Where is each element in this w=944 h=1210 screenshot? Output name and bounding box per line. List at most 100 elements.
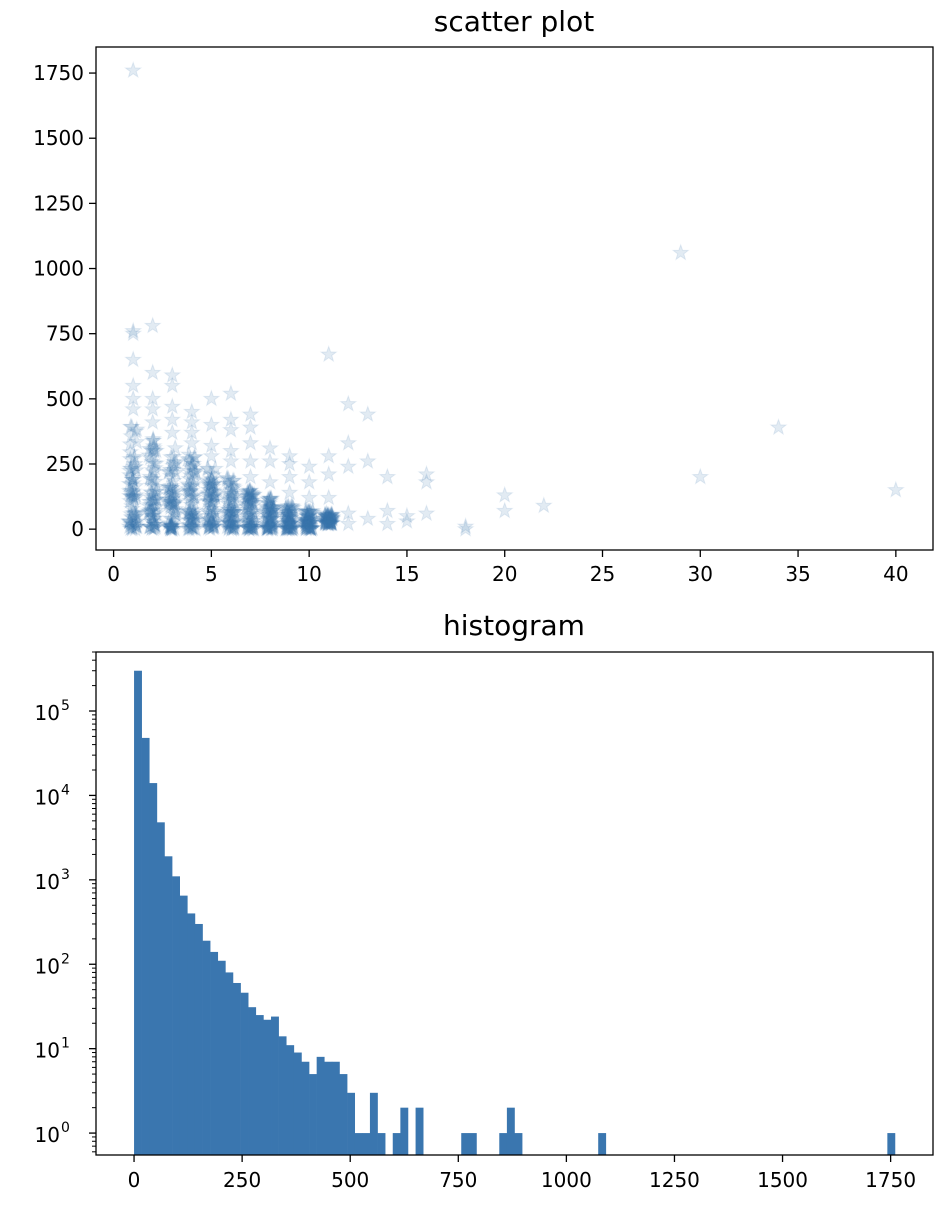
scatter-point (315, 512, 334, 531)
scatter-point (319, 513, 338, 531)
scatter-point (258, 512, 277, 530)
scatter-point (264, 513, 283, 532)
scatter-point (162, 515, 181, 534)
scatter-point (280, 514, 299, 532)
scatter-point (320, 512, 339, 530)
scatter-point (199, 483, 218, 501)
scatter-point (238, 510, 257, 529)
scatter-point (203, 517, 222, 536)
scatter-point (124, 489, 143, 508)
scatter-point (201, 496, 220, 515)
scatter-point (282, 509, 302, 528)
histogram-bar (134, 670, 142, 1155)
scatter-point (143, 363, 162, 381)
scatter-point (321, 507, 340, 525)
scatter-point (126, 504, 145, 522)
scatter-point (277, 519, 296, 537)
scatter-point (142, 512, 161, 530)
scatter-point (122, 517, 142, 536)
scatter-point (283, 519, 302, 537)
histogram-bar (286, 1045, 295, 1155)
scatter-point (322, 505, 341, 524)
scatter-point (280, 518, 299, 536)
scatter-point (221, 484, 240, 502)
scatter-point (321, 512, 340, 530)
scatter-point (241, 517, 260, 535)
scatter-point (264, 500, 283, 519)
scatter-point (297, 506, 316, 525)
scatter-point (244, 511, 263, 529)
scatter-point (277, 505, 296, 523)
scatter-point (243, 502, 263, 520)
scatter-point (204, 514, 223, 532)
scatter-point (140, 492, 159, 510)
scatter-point (238, 482, 257, 500)
scatter-point (237, 518, 256, 536)
scatter-point (203, 506, 222, 524)
scatter-point (243, 516, 262, 535)
scatter-point (323, 507, 342, 526)
scatter-plot-title: scatter plot (434, 5, 594, 38)
scatter-point (124, 487, 143, 505)
scatter-point (221, 513, 240, 532)
scatter-point (144, 436, 163, 455)
scatter-point (178, 479, 198, 497)
scatter-point (258, 503, 277, 521)
scatter-point (144, 505, 163, 524)
scatter-point (277, 497, 296, 515)
scatter-point (299, 515, 318, 534)
scatter-point (202, 470, 221, 488)
scatter-point (122, 499, 142, 517)
scatter-point (315, 505, 335, 523)
scatter-point (263, 519, 282, 537)
scatter-point (220, 514, 239, 532)
scatter-point (202, 493, 221, 512)
scatter-point (263, 501, 282, 519)
scatter-point (124, 60, 143, 79)
scatter-point (222, 480, 241, 498)
scatter-point (281, 507, 301, 526)
scatter-point (284, 498, 303, 516)
scatter-point (239, 498, 258, 516)
scatter-point (141, 500, 160, 518)
scatter-point (222, 518, 242, 536)
scatter-point (280, 454, 299, 472)
scatter-point (243, 518, 262, 536)
scatter-point (200, 503, 219, 522)
scatter-point (282, 514, 301, 532)
scatter-point (218, 517, 237, 535)
scatter-point (185, 518, 204, 537)
scatter-point (145, 438, 164, 456)
scatter-point (303, 503, 322, 521)
scatter-point (278, 511, 298, 529)
scatter-point (299, 506, 318, 524)
scatter-point (180, 518, 199, 536)
histogram-bar (499, 1133, 508, 1155)
scatter-point (225, 512, 244, 530)
histogram-bar (156, 822, 165, 1155)
scatter-point (317, 512, 336, 530)
scatter-point (202, 389, 221, 407)
scatter-point (218, 491, 237, 509)
scatter-point (225, 513, 244, 531)
histogram-bar (415, 1107, 424, 1155)
scatter-point (180, 481, 199, 499)
scatter-point (315, 505, 335, 523)
scatter-point (243, 501, 262, 519)
scatter-point (120, 511, 139, 529)
scatter-point (127, 432, 146, 450)
scatter-point (258, 505, 277, 524)
scatter-point (199, 518, 218, 536)
scatter-point (164, 495, 183, 513)
histogram-bar (278, 1036, 287, 1155)
scatter-point (534, 496, 553, 514)
scatter-point (339, 394, 358, 412)
scatter-point (182, 423, 201, 441)
scatter-point (258, 518, 277, 536)
scatter-point (319, 505, 338, 524)
scatter-point (161, 492, 180, 510)
histogram-bar (392, 1133, 401, 1155)
scatter-point (243, 493, 262, 511)
scatter-point (127, 517, 146, 535)
histogram-bar (468, 1133, 477, 1155)
